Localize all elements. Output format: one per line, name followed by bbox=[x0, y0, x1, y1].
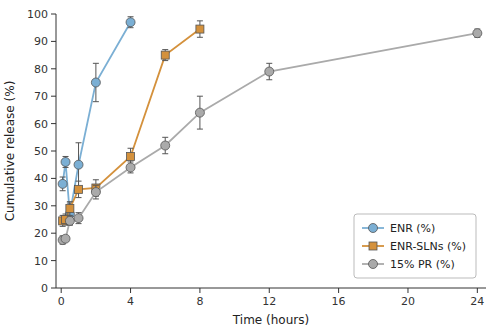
chart: 0 4 8 12 16 20 24 0 10 20 30 40 50 60 70 80 90 100 Time (h… bbox=[0, 0, 500, 332]
data-point bbox=[265, 67, 274, 76]
x-tick bbox=[477, 288, 478, 293]
legend-box bbox=[354, 214, 476, 278]
error-bar bbox=[76, 181, 82, 197]
data-point bbox=[65, 216, 74, 225]
x-tick-label: 0 bbox=[58, 295, 65, 308]
series bbox=[58, 29, 482, 245]
data-point bbox=[58, 179, 67, 188]
y-tick bbox=[51, 260, 56, 261]
error-bar bbox=[162, 50, 168, 61]
y-tick-label: 90 bbox=[34, 35, 48, 48]
error-bar bbox=[128, 148, 134, 164]
series-line bbox=[63, 22, 131, 214]
y-tick bbox=[51, 96, 56, 97]
series-line bbox=[63, 33, 478, 240]
y-tick-label: 30 bbox=[34, 200, 48, 213]
legend-label: 15% PR (%) bbox=[390, 258, 455, 271]
x-tick bbox=[199, 288, 200, 293]
y-tick-label: 50 bbox=[34, 145, 48, 158]
y-tick bbox=[51, 123, 56, 124]
data-point bbox=[61, 234, 70, 243]
y-tick bbox=[51, 233, 56, 234]
y-tick bbox=[51, 178, 56, 179]
y-tick-label: 0 bbox=[41, 282, 48, 295]
legend-marker bbox=[369, 242, 377, 250]
y-tick bbox=[51, 14, 56, 15]
x-tick bbox=[61, 288, 62, 293]
error-bar bbox=[67, 202, 73, 216]
data-point bbox=[161, 51, 169, 59]
plot-area bbox=[58, 17, 482, 245]
y-tick-label: 80 bbox=[34, 63, 48, 76]
y-tick bbox=[51, 205, 56, 206]
data-point bbox=[75, 185, 83, 193]
y-tick bbox=[51, 151, 56, 152]
series-line bbox=[63, 29, 200, 221]
x-tick-label: 20 bbox=[401, 295, 415, 308]
y-tick-label: 100 bbox=[27, 8, 48, 21]
data-point bbox=[91, 188, 100, 197]
data-point bbox=[126, 18, 135, 27]
x-axis-line bbox=[56, 288, 486, 289]
x-tick bbox=[338, 288, 339, 293]
x-tick-label: 12 bbox=[262, 295, 276, 308]
y-tick bbox=[51, 41, 56, 42]
data-point bbox=[61, 157, 70, 166]
axes: 0 4 8 12 16 20 24 0 10 20 30 40 50 60 70 80 90 100 bbox=[27, 8, 486, 308]
y-axis-label: Cumulative release (%) bbox=[3, 81, 17, 222]
data-point bbox=[195, 108, 204, 117]
x-axis-label: Time (hours) bbox=[232, 313, 309, 327]
y-tick bbox=[51, 288, 56, 289]
x-tick bbox=[130, 288, 131, 293]
chart-container: 0 4 8 12 16 20 24 0 10 20 30 40 50 60 70 80 90 100 Time (h… bbox=[0, 0, 500, 332]
x-tick-label: 8 bbox=[196, 295, 203, 308]
legend: ENR (%) ENR-SLNs (%) 15% PR (%) bbox=[354, 214, 476, 278]
legend-marker bbox=[369, 260, 378, 269]
x-tick-label: 24 bbox=[470, 295, 484, 308]
series bbox=[58, 17, 135, 225]
data-point bbox=[127, 152, 135, 160]
y-tick-label: 20 bbox=[34, 227, 48, 240]
error-bar bbox=[197, 21, 203, 37]
y-tick-label: 40 bbox=[34, 172, 48, 185]
data-point bbox=[161, 141, 170, 150]
data-point bbox=[66, 205, 74, 213]
data-point bbox=[126, 163, 135, 172]
series bbox=[59, 21, 204, 227]
x-tick bbox=[269, 288, 270, 293]
y-tick-label: 70 bbox=[34, 90, 48, 103]
data-point bbox=[196, 25, 204, 33]
x-tick bbox=[407, 288, 408, 293]
data-point bbox=[74, 160, 83, 169]
y-tick-label: 60 bbox=[34, 118, 48, 131]
data-point bbox=[91, 78, 100, 87]
y-tick bbox=[51, 68, 56, 69]
data-point bbox=[74, 214, 83, 223]
y-tick-label: 10 bbox=[34, 255, 48, 268]
legend-label: ENR-SLNs (%) bbox=[390, 240, 466, 253]
x-tick-label: 4 bbox=[127, 295, 134, 308]
legend-marker bbox=[369, 224, 378, 233]
data-point bbox=[473, 29, 482, 38]
legend-label: ENR (%) bbox=[390, 222, 435, 235]
x-tick-label: 16 bbox=[332, 295, 346, 308]
